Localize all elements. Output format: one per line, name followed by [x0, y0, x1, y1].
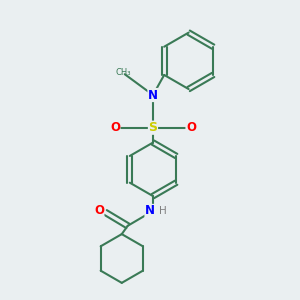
Text: O: O	[110, 121, 120, 134]
Text: N: N	[148, 88, 158, 101]
Text: O: O	[186, 121, 196, 134]
Text: O: O	[94, 204, 104, 218]
Text: N: N	[145, 204, 155, 218]
Text: S: S	[148, 121, 158, 134]
Text: CH₃: CH₃	[116, 68, 131, 77]
Text: H: H	[159, 206, 167, 216]
